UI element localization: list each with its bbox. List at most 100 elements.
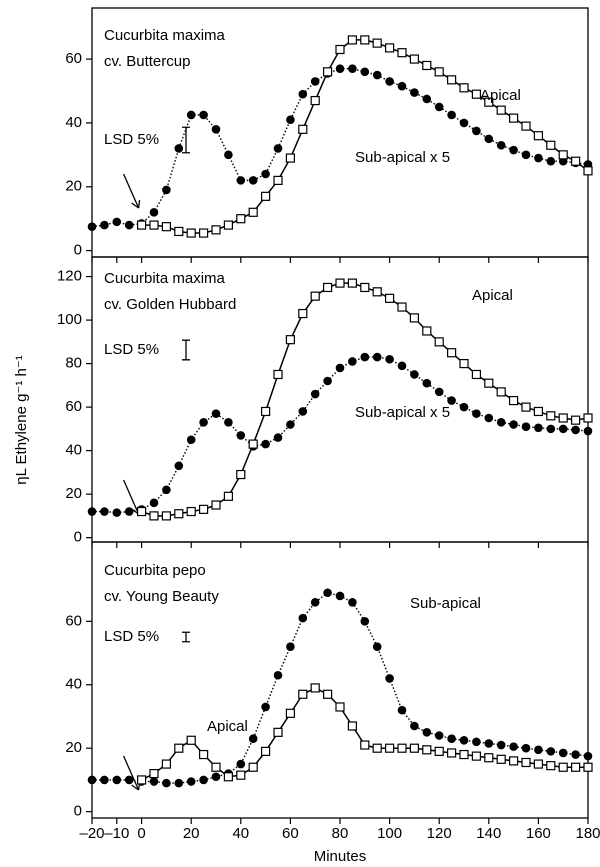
y-tick-label: 0 [74,242,82,259]
point [360,67,370,77]
point [186,506,196,517]
x-tick-label: 20 [183,825,200,842]
point [310,597,320,607]
point [211,762,221,772]
point [286,420,295,429]
arrow [123,755,141,791]
y-tick-label: 60 [65,398,82,415]
point [236,759,246,769]
point [434,102,444,112]
point [372,642,382,651]
point [335,278,345,288]
point [496,140,506,150]
y-tick-label: 60 [65,612,82,629]
point [186,435,196,445]
point [87,507,97,516]
point [285,335,295,345]
point [360,352,370,362]
panel-title: cv. Buttercup [104,53,190,70]
y-tick-label: 60 [65,50,82,67]
point [186,735,196,745]
point [570,415,581,425]
point [248,176,258,185]
point [347,278,357,288]
point [124,507,134,516]
point [496,387,506,397]
lsd-label: LSD 5% [104,628,159,645]
point [397,743,407,753]
point [149,220,159,230]
point [211,125,221,134]
point [459,735,469,745]
point [385,77,394,86]
point [124,775,134,785]
point [434,67,444,77]
point [261,439,270,449]
point [558,762,568,772]
x-tick-label: 80 [332,825,349,842]
lsd-label: LSD 5% [104,341,159,358]
point [174,226,184,237]
point [335,702,345,712]
point [571,750,580,759]
point [87,222,97,231]
point [310,389,320,399]
point [422,326,432,336]
point [335,591,345,601]
point [472,126,481,136]
x-axis-label: Minutes [314,848,367,865]
series-label: Sub-apical x 5 [355,404,450,421]
point [447,734,456,743]
lsd-bar [182,631,190,643]
point [236,431,246,440]
point [137,506,147,517]
point [397,302,407,312]
y-tick-label: 40 [65,114,82,131]
point [397,361,407,371]
point [459,749,469,760]
point [298,407,308,416]
point [385,743,395,753]
point [347,35,357,45]
point [496,740,506,750]
point [533,759,544,769]
point [385,293,395,303]
point [496,418,506,427]
point [162,185,171,195]
point [199,110,208,120]
point [570,156,581,166]
point [521,743,531,753]
point [546,156,556,166]
point [100,775,109,785]
point [533,406,544,417]
point [224,418,233,427]
point [273,433,283,442]
point [211,409,221,418]
point [112,217,122,227]
point [459,118,469,128]
point [410,370,419,379]
point [434,731,444,740]
y-tick-label: 20 [65,739,82,756]
point [397,48,407,58]
point [161,222,171,232]
point [372,743,382,753]
point [273,727,283,737]
series-label: Sub-apical [410,595,481,612]
point [521,150,531,160]
point [298,89,308,99]
point [385,354,394,364]
point [149,208,159,217]
point [310,77,320,86]
point [298,613,308,623]
point [422,728,432,737]
point [335,363,345,373]
point [285,153,295,163]
panel-title: Cucurbita maxima [104,27,226,44]
point [372,38,382,48]
point [236,469,246,480]
point [546,747,556,756]
point [100,507,109,516]
point [410,88,419,97]
